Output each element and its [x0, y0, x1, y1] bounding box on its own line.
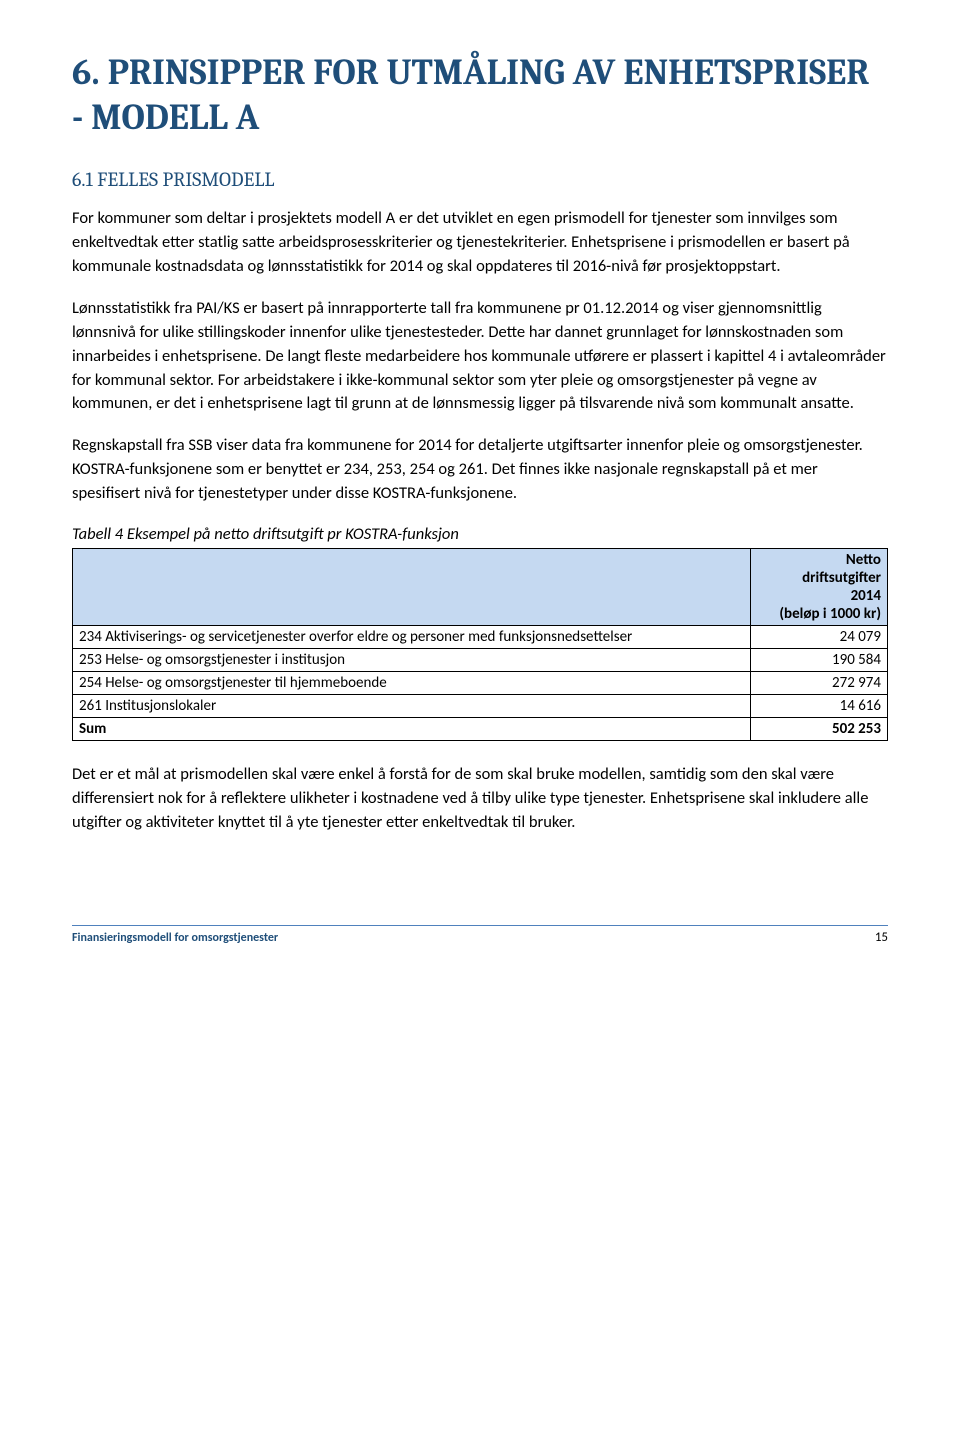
- table-header-value: Netto driftsutgifter 2014 (beløp i 1000 …: [750, 549, 887, 626]
- section-title: PRINSIPPER FOR UTMÅLING AV ENHETSPRISER …: [72, 52, 869, 138]
- row-value: 24 079: [750, 626, 887, 649]
- row-label: 234 Aktiviserings- og servicetjenester o…: [73, 626, 751, 649]
- subsection-title: FELLES PRISMODELL: [97, 168, 274, 191]
- header-line4: (beløp i 1000 kr): [779, 605, 881, 623]
- paragraph-4: Det er et mål at prismodellen skal være …: [72, 763, 888, 835]
- row-value: 272 974: [750, 672, 887, 695]
- row-value: 190 584: [750, 649, 887, 672]
- sum-value: 502 253: [750, 718, 887, 741]
- row-label: 254 Helse- og omsorgstjenester til hjemm…: [73, 672, 751, 695]
- header-line2: driftsutgifter: [802, 569, 881, 587]
- table-sum-row: Sum 502 253: [73, 718, 888, 741]
- kostra-table: Netto driftsutgifter 2014 (beløp i 1000 …: [72, 548, 888, 741]
- section-number: 6.: [72, 52, 100, 93]
- table-caption: Tabell 4 Eksempel på netto driftsutgift …: [72, 524, 888, 544]
- subsection-number: 6.1: [72, 168, 93, 191]
- paragraph-3: Regnskapstall fra SSB viser data fra kom…: [72, 434, 888, 506]
- table-row: 234 Aktiviserings- og servicetjenester o…: [73, 626, 888, 649]
- section-heading: 6. PRINSIPPER FOR UTMÅLING AV ENHETSPRIS…: [72, 50, 888, 140]
- table-header-blank: [73, 549, 751, 626]
- paragraph-1: For kommuner som deltar i prosjektets mo…: [72, 207, 888, 279]
- table-row: 261 Institusjonslokaler 14 616: [73, 695, 888, 718]
- sum-label: Sum: [73, 718, 751, 741]
- footer-title: Finansieringsmodell for omsorgstjenester: [72, 931, 278, 945]
- table-row: 254 Helse- og omsorgstjenester til hjemm…: [73, 672, 888, 695]
- row-value: 14 616: [750, 695, 887, 718]
- header-line1: Netto: [846, 551, 881, 569]
- row-label: 253 Helse- og omsorgstjenester i institu…: [73, 649, 751, 672]
- page-footer: Finansieringsmodell for omsorgstjenester…: [72, 925, 888, 945]
- table-row: 253 Helse- og omsorgstjenester i institu…: [73, 649, 888, 672]
- header-line3: 2014: [851, 587, 881, 605]
- subsection-heading: 6.1 FELLES PRISMODELL: [72, 168, 888, 191]
- footer-page-number: 15: [875, 930, 888, 945]
- row-label: 261 Institusjonslokaler: [73, 695, 751, 718]
- paragraph-2: Lønnsstatistikk fra PAI/KS er basert på …: [72, 297, 888, 417]
